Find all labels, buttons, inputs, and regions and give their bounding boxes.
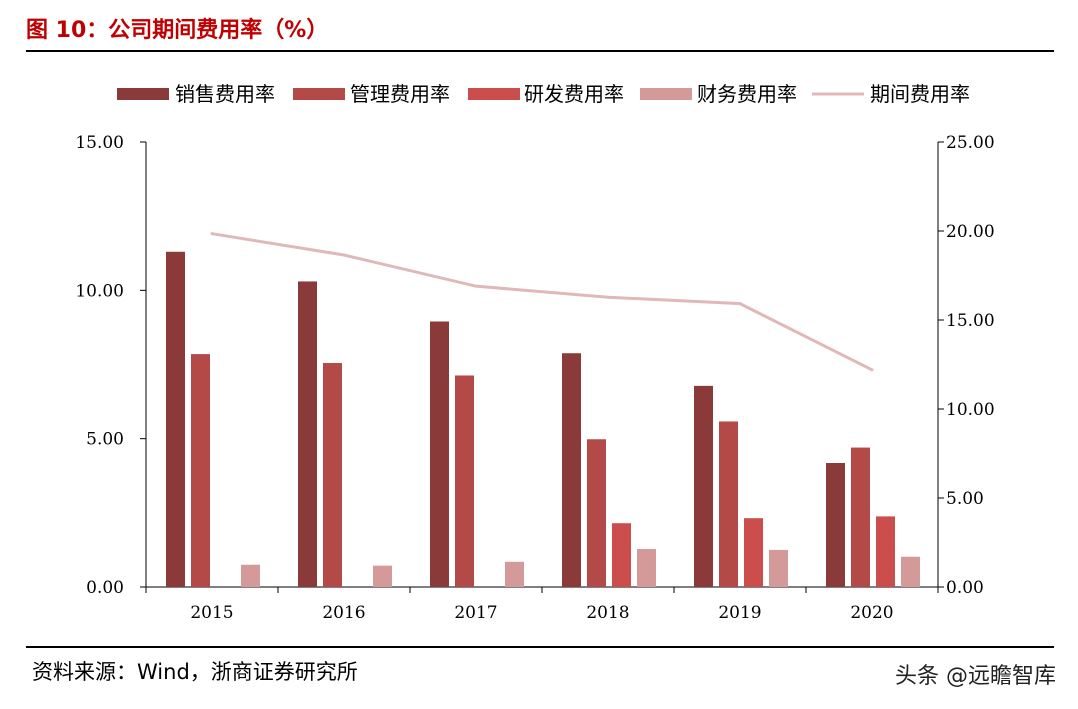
axes: 0.00 5.00 10.00 15.00 0.00 5.00 10.00 15.00 20.0… — [75, 133, 994, 623]
line-point-2015 — [210, 232, 214, 236]
bottom-rule — [26, 646, 1054, 648]
bar-2020-0 — [826, 462, 845, 587]
bar-2016-0 — [298, 281, 317, 587]
bars — [166, 251, 920, 587]
left-tick-label: 5.00 — [86, 430, 124, 450]
bar-2018-2 — [612, 523, 631, 587]
bar-2019-3 — [769, 549, 788, 587]
bar-2015-0 — [166, 251, 185, 587]
bar-2016-3 — [373, 565, 392, 587]
bar-2020-1 — [851, 447, 870, 587]
line-point-2020 — [870, 368, 874, 372]
bar-2017-0 — [430, 321, 449, 587]
right-tick-label: 20.00 — [946, 222, 995, 242]
right-tick-label: 0.00 — [946, 578, 984, 598]
x-tick-label: 2015 — [190, 603, 233, 623]
right-tick-label: 10.00 — [946, 400, 995, 420]
legend-swatch-0 — [117, 88, 169, 100]
x-tick-label: 2019 — [718, 603, 761, 623]
legend: 销售费用率 管理费用率 研发费用率 财务费用率 期间费用率 — [117, 82, 970, 106]
x-tick-label: 2018 — [586, 603, 629, 623]
legend-label-1: 管理费用率 — [350, 82, 450, 106]
line-point-2018 — [606, 295, 610, 299]
bar-2020-2 — [876, 516, 895, 587]
line-point-2016 — [342, 253, 346, 257]
bar-2018-1 — [587, 439, 606, 587]
watermark: 头条 @远瞻智库 — [895, 664, 1056, 689]
chart-title: 图 10：公司期间费用率（%） — [26, 18, 329, 43]
top-rule — [26, 50, 1054, 52]
right-tick-label: 5.00 — [946, 489, 984, 509]
legend-label-0: 销售费用率 — [175, 82, 275, 106]
legend-swatch-2 — [468, 88, 520, 100]
bar-2019-2 — [744, 518, 763, 587]
legend-swatch-3 — [640, 88, 692, 100]
left-tick-label: 10.00 — [75, 281, 124, 301]
legend-label-4: 期间费用率 — [870, 82, 970, 106]
left-tick-label: 15.00 — [75, 133, 124, 153]
bar-2019-1 — [719, 421, 738, 587]
bar-2015-3 — [241, 564, 260, 587]
lines — [210, 232, 874, 372]
bar-2019-0 — [694, 385, 713, 587]
bar-2018-0 — [562, 353, 581, 587]
line-point-2019 — [738, 302, 742, 306]
line-series-0 — [211, 232, 873, 372]
left-tick-label: 0.00 — [86, 578, 124, 598]
bar-2016-1 — [323, 363, 342, 587]
bar-2015-1 — [191, 354, 210, 587]
legend-label-3: 财务费用率 — [697, 82, 797, 106]
x-tick-label: 2017 — [454, 603, 497, 623]
right-tick-label: 25.00 — [946, 133, 995, 153]
bar-2017-1 — [455, 375, 474, 587]
bar-2017-3 — [505, 561, 524, 587]
bar-2018-3 — [637, 549, 656, 587]
line-point-2017 — [474, 284, 478, 288]
right-tick-label: 15.00 — [946, 311, 995, 331]
bar-2020-3 — [901, 556, 920, 587]
legend-label-2: 研发费用率 — [524, 82, 624, 106]
x-tick-label: 2016 — [322, 603, 365, 623]
source-note: 资料来源：Wind，浙商证券研究所 — [32, 660, 358, 684]
legend-swatch-1 — [293, 88, 345, 100]
x-tick-label: 2020 — [850, 603, 893, 623]
